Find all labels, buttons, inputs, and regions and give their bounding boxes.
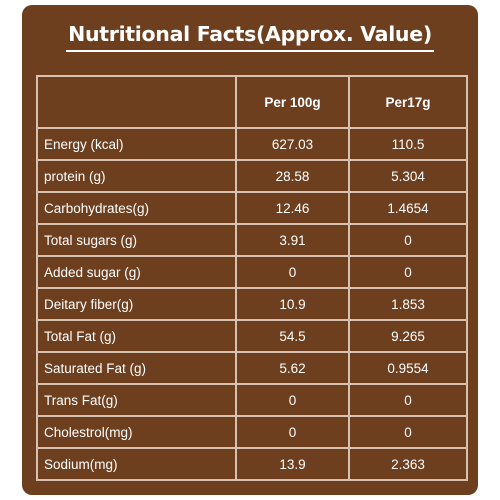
value-per-17g: 5.304 — [348, 159, 468, 193]
value-per-17g: 2.363 — [348, 447, 468, 481]
value-per-17g: 0 — [348, 255, 468, 289]
value-per-17g: 0 — [348, 383, 468, 417]
value-per-17g: 9.265 — [348, 319, 468, 353]
nutrient-name: Saturated Fat (g) — [36, 351, 237, 385]
nutrient-name: Carbohydrates(g) — [36, 191, 237, 225]
header-row: Per 100g Per17g — [36, 75, 468, 129]
value-per-100g: 54.5 — [235, 319, 350, 353]
nutrient-name: Energy (kcal) — [36, 127, 237, 161]
header-per-17g: Per17g — [348, 75, 468, 129]
value-per-17g: 0 — [348, 415, 468, 449]
header-per-100g: Per 100g — [235, 75, 350, 129]
table-row: Cholestrol(mg) 0 0 — [36, 415, 468, 449]
table-row: Saturated Fat (g) 5.62 0.9554 — [36, 351, 468, 385]
value-per-100g: 12.46 — [235, 191, 350, 225]
nutrient-name: Trans Fat(g) — [36, 383, 237, 417]
nutrient-name: protein (g) — [36, 159, 237, 193]
value-per-100g: 627.03 — [235, 127, 350, 161]
value-per-100g: 0 — [235, 383, 350, 417]
value-per-17g: 0 — [348, 223, 468, 257]
table-row: Trans Fat(g) 0 0 — [36, 383, 468, 417]
value-per-100g: 10.9 — [235, 287, 350, 321]
header-nutrient — [36, 75, 237, 129]
table-row: Added sugar (g) 0 0 — [36, 255, 468, 289]
table-row: Total sugars (g) 3.91 0 — [36, 223, 468, 257]
value-per-17g: 1.853 — [348, 287, 468, 321]
value-per-17g: 110.5 — [348, 127, 468, 161]
value-per-100g: 0 — [235, 415, 350, 449]
nutrient-name: Added sugar (g) — [36, 255, 237, 289]
table-row: Carbohydrates(g) 12.46 1.4654 — [36, 191, 468, 225]
table-row: protein (g) 28.58 5.304 — [36, 159, 468, 193]
table-row: Total Fat (g) 54.5 9.265 — [36, 319, 468, 353]
table-body: Energy (kcal) 627.03 110.5 protein (g) 28.58… — [36, 127, 468, 481]
table-row: Sodium(mg) 13.9 2.363 — [36, 447, 468, 481]
value-per-100g: 5.62 — [235, 351, 350, 385]
value-per-17g: 0.9554 — [348, 351, 468, 385]
value-per-100g: 28.58 — [235, 159, 350, 193]
nutrition-table: Per 100g Per17g Energy (kcal) 627.03 110.5… — [36, 75, 468, 481]
value-per-100g: 0 — [235, 255, 350, 289]
nutrient-name: Total sugars (g) — [36, 223, 237, 257]
title-wrap: Nutritional Facts(Approx. Value) — [22, 22, 478, 52]
value-per-100g: 3.91 — [235, 223, 350, 257]
value-per-100g: 13.9 — [235, 447, 350, 481]
nutrient-name: Sodium(mg) — [36, 447, 237, 481]
nutrition-panel: Nutritional Facts(Approx. Value) Per 100… — [22, 5, 478, 495]
panel-title: Nutritional Facts(Approx. Value) — [66, 22, 434, 52]
value-per-17g: 1.4654 — [348, 191, 468, 225]
nutrient-name: Total Fat (g) — [36, 319, 237, 353]
table-row: Deitary fiber(g) 10.9 1.853 — [36, 287, 468, 321]
nutrient-name: Deitary fiber(g) — [36, 287, 237, 321]
nutrient-name: Cholestrol(mg) — [36, 415, 237, 449]
table-row: Energy (kcal) 627.03 110.5 — [36, 127, 468, 161]
